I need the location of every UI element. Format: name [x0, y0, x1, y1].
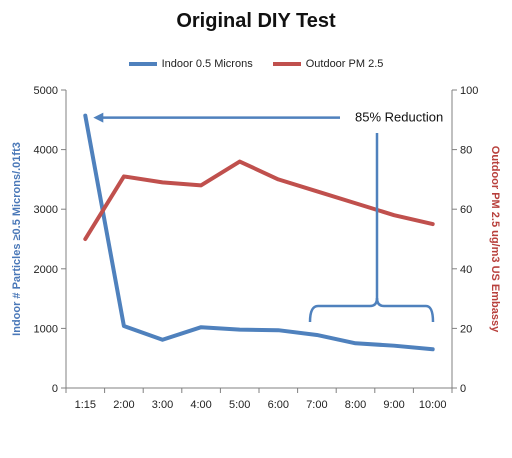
y-right-tick-label: 100: [460, 85, 478, 97]
legend-swatch-indoor: [128, 62, 157, 66]
x-tick-label: 6:00: [268, 399, 289, 411]
y-axis-right-label: Outdoor PM 2.5 ug/m3 US Embassy: [489, 146, 501, 333]
x-tick-label: 2:00: [113, 399, 134, 411]
annotation-label: 85% Reduction: [355, 110, 443, 125]
y-left-tick-label: 1000: [34, 323, 58, 335]
series-line-outdoor: [83, 159, 435, 241]
legend-item-indoor: Indoor 0.5 Microns: [128, 58, 253, 70]
x-tick-label: 3:00: [152, 399, 173, 411]
annotation-brace: [308, 297, 435, 323]
annotation-arrow-head: [93, 112, 104, 123]
y-right-tick-label: 0: [460, 383, 466, 395]
x-tick-label: 9:00: [383, 399, 404, 411]
x-tick-label: 8:00: [345, 399, 366, 411]
y-right-tick-label: 40: [460, 264, 472, 276]
y-left-tick-label: 0: [52, 383, 58, 395]
series-line-indoor: [83, 113, 435, 352]
legend: Indoor 0.5 Microns Outdoor PM 2.5: [0, 56, 512, 72]
legend-item-outdoor: Outdoor PM 2.5: [272, 58, 384, 70]
x-tick-label: 10:00: [419, 399, 447, 411]
x-tick-label: 4:00: [190, 399, 211, 411]
legend-label-outdoor: Outdoor PM 2.5: [305, 58, 384, 70]
y-left-tick-label: 4000: [34, 145, 58, 157]
x-tick-label: 5:00: [229, 399, 250, 411]
x-tick-label: 1:15: [75, 399, 96, 411]
y-left-tick-label: 2000: [34, 264, 58, 276]
chart-title: Original DIY Test: [176, 10, 336, 32]
y-right-tick-label: 60: [460, 204, 472, 216]
legend-swatch-outdoor: [272, 62, 301, 66]
x-tick-label: 7:00: [306, 399, 327, 411]
y-right-tick-label: 80: [460, 145, 472, 157]
y-right-tick-label: 20: [460, 323, 472, 335]
y-left-tick-label: 3000: [34, 204, 58, 216]
legend-label-indoor: Indoor 0.5 Microns: [161, 58, 253, 70]
y-axis-left-label: Indoor # Particles ≥0.5 Microns/.01ft3: [11, 142, 23, 336]
y-left-tick-label: 5000: [34, 85, 58, 97]
